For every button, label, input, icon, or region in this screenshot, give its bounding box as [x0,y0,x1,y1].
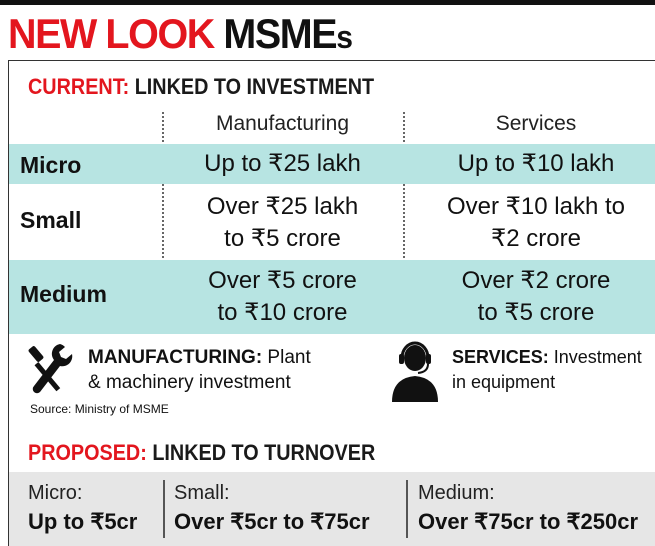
cell-text: Over ₹5 crore [208,267,357,294]
column-divider [162,112,164,334]
wrench-screwdriver-icon [28,344,73,394]
legend-text: Plant [262,347,311,368]
cell-text: Over ₹2 crore [461,267,611,294]
cell-micro-manufacturing: Up to ₹25 lakh [170,148,395,180]
headset-person-icon [392,341,438,402]
proposed-label: Medium: [418,482,495,504]
top-rule [0,0,655,5]
proposed-divider [406,480,408,538]
legend-services: SERVICES: Investment in equipment [452,345,642,395]
proposed-band [9,472,655,546]
column-divider [403,112,405,334]
current-section-title: CURRENT: LINKED TO INVESTMENT [28,74,374,100]
headline-red: NEW LOOK [8,10,224,57]
current-title-red: CURRENT: [28,74,130,99]
cell-text: Over ₹10 lakh to [446,193,626,220]
cell-text: to ₹5 crore [224,225,341,252]
legend-bold: SERVICES: [452,347,549,367]
legend-manufacturing: MANUFACTURING: Plant & machinery investm… [88,345,311,395]
proposed-title-red: PROPOSED: [28,440,147,465]
cell-text: ₹2 crore [491,225,581,252]
proposed-small: Small: Over ₹5cr to ₹75cr [174,480,370,538]
cell-small-services: Over ₹10 lakh to ₹2 crore [412,191,655,255]
legend-text: in equipment [452,372,556,392]
row-label-small: Small [20,207,82,233]
current-title-black: LINKED TO INVESTMENT [129,74,375,99]
proposed-divider [163,480,165,538]
cell-text: Up to ₹10 lakh [457,150,615,177]
row-label-medium: Medium [20,281,107,307]
table-row-medium [9,260,655,334]
cell-small-manufacturing: Over ₹25 lakh to ₹5 crore [170,191,395,255]
headline-black: MSME [223,10,337,57]
row-label-micro: Micro [20,152,82,178]
proposed-micro: Micro: Up to ₹5cr [28,480,137,538]
cell-text: Over ₹25 lakh [206,193,359,220]
headline-suffix: s [336,19,353,55]
column-header-manufacturing: Manufacturing [215,112,350,135]
proposed-section-title: PROPOSED: LINKED TO TURNOVER [28,440,375,466]
column-header-services: Services [495,112,577,135]
legend-text: & machinery investment [88,372,291,393]
headline: NEW LOOK MSMEs [8,10,353,58]
legend-text: Investment [548,347,642,367]
proposed-medium: Medium: Over ₹75cr to ₹250cr [418,480,638,538]
proposed-value: Over ₹5cr to ₹75cr [174,509,370,534]
proposed-label: Small: [174,482,230,504]
table-row-micro [9,144,655,184]
proposed-title-black: LINKED TO TURNOVER [146,440,376,465]
proposed-value: Over ₹75cr to ₹250cr [418,509,639,534]
source-note: Source: Ministry of MSME [30,402,169,416]
proposed-label: Micro: [28,482,83,504]
cell-medium-services: Over ₹2 crore to ₹5 crore [412,265,655,329]
legend-bold: MANUFACTURING: [88,347,263,368]
cell-text: to ₹5 crore [477,299,595,326]
cell-medium-manufacturing: Over ₹5 crore to ₹10 crore [170,265,395,329]
cell-text: to ₹10 crore [217,299,348,326]
cell-micro-services: Up to ₹10 lakh [412,148,655,180]
proposed-value: Up to ₹5cr [28,509,138,534]
cell-text: Up to ₹25 lakh [204,150,361,177]
